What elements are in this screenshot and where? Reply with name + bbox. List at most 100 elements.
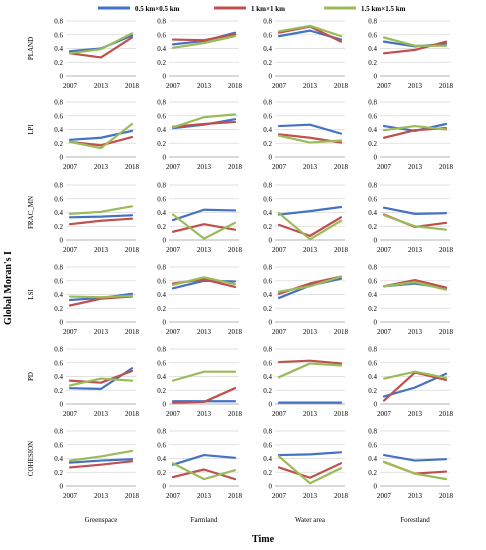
x-tick-label: 2007 bbox=[377, 492, 392, 500]
column-label: Greenspace bbox=[85, 516, 118, 524]
y-tick-label: 0.4 bbox=[263, 455, 272, 463]
series-line bbox=[277, 216, 343, 237]
x-tick-label: 2007 bbox=[272, 410, 287, 418]
y-tick-label: 0.2 bbox=[157, 223, 166, 231]
y-tick-label: 0.4 bbox=[263, 291, 272, 299]
panel-PD-Farmland: 0 0.2 0.4 0.6 0.8 2007 2013 2018 bbox=[157, 346, 242, 419]
y-tick-label: 0.2 bbox=[157, 140, 166, 148]
y-tick-label: 0.6 bbox=[263, 277, 272, 285]
x-tick-label: 2013 bbox=[303, 163, 318, 171]
x-tick-label: 2018 bbox=[439, 492, 454, 500]
x-tick-label: 2013 bbox=[408, 163, 423, 171]
y-tick-label: 0.8 bbox=[157, 428, 166, 436]
x-tick-label: 2013 bbox=[303, 246, 318, 254]
y-tick-label: 0 bbox=[269, 154, 273, 162]
y-tick-label: 0.2 bbox=[54, 387, 63, 395]
x-tick-label: 2007 bbox=[166, 410, 181, 418]
y-tick-label: 0.8 bbox=[263, 346, 272, 354]
y-tick-label: 0.6 bbox=[368, 195, 377, 203]
y-tick-label: 0.4 bbox=[157, 373, 166, 381]
x-tick-label: 2018 bbox=[228, 492, 243, 500]
y-tick-label: 0.6 bbox=[263, 359, 272, 367]
y-tick-label: 0.8 bbox=[54, 346, 63, 354]
panel-LSI-Greenspace: 0 0.2 0.4 0.6 0.8 2007 2013 2018 bbox=[54, 264, 139, 337]
y-tick-label: 0.8 bbox=[368, 346, 377, 354]
x-tick-label: 2007 bbox=[272, 246, 287, 254]
series-line bbox=[68, 449, 134, 462]
y-tick-label: 0.8 bbox=[368, 428, 377, 436]
y-tick-label: 0.2 bbox=[368, 59, 377, 67]
series-line bbox=[277, 359, 343, 365]
y-tick-label: 0.4 bbox=[157, 126, 166, 134]
x-tick-label: 2007 bbox=[272, 492, 287, 500]
y-tick-label: 0 bbox=[374, 483, 378, 491]
x-tick-label: 2013 bbox=[303, 410, 318, 418]
y-tick-label: 0 bbox=[374, 319, 378, 327]
y-tick-label: 0.6 bbox=[157, 277, 166, 285]
x-tick-label: 2013 bbox=[408, 246, 423, 254]
x-tick-label: 2013 bbox=[197, 328, 212, 336]
panel-PD-Forestland: 0 0.2 0.4 0.6 0.8 2007 2013 2018 bbox=[368, 346, 453, 419]
y-tick-label: 0.4 bbox=[157, 291, 166, 299]
series-line bbox=[171, 35, 237, 49]
y-tick-label: 0.8 bbox=[157, 182, 166, 190]
x-axis-title: Time bbox=[252, 534, 275, 545]
y-tick-label: 0.8 bbox=[157, 346, 166, 354]
y-tick-label: 0 bbox=[374, 154, 378, 162]
y-tick-label: 0.4 bbox=[263, 209, 272, 217]
y-tick-label: 0.8 bbox=[157, 18, 166, 26]
y-tick-label: 0.4 bbox=[54, 45, 63, 53]
y-tick-label: 0 bbox=[163, 319, 167, 327]
panel-FRAC_MN-Greenspace: 0 0.2 0.4 0.6 0.8 2007 2013 2018 bbox=[54, 182, 139, 255]
x-tick-label: 2018 bbox=[125, 163, 140, 171]
y-tick-label: 0.2 bbox=[368, 140, 377, 148]
y-tick-label: 0.4 bbox=[54, 209, 63, 217]
x-tick-label: 2013 bbox=[197, 163, 212, 171]
y-tick-label: 0 bbox=[269, 401, 273, 409]
x-tick-label: 2018 bbox=[334, 246, 349, 254]
y-tick-label: 0.2 bbox=[263, 140, 272, 148]
y-tick-label: 0.4 bbox=[263, 373, 272, 381]
y-tick-label: 0.4 bbox=[368, 126, 377, 134]
series-line bbox=[277, 123, 343, 135]
series-line bbox=[277, 362, 343, 379]
x-tick-label: 2013 bbox=[94, 82, 109, 90]
y-tick-label: 0.2 bbox=[368, 387, 377, 395]
x-tick-label: 2013 bbox=[94, 246, 109, 254]
x-tick-label: 2018 bbox=[125, 246, 140, 254]
row-label: FRAC_MN bbox=[27, 196, 35, 229]
panel-FRAC_MN-Farmland: 0 0.2 0.4 0.6 0.8 2007 2013 2018 bbox=[157, 182, 242, 255]
y-tick-label: 0.6 bbox=[54, 112, 63, 120]
panel-COHESION-Greenspace: 0 0.2 0.4 0.6 0.8 2007 2013 2018 bbox=[54, 428, 139, 501]
y-tick-label: 0.2 bbox=[157, 305, 166, 313]
y-tick-label: 0 bbox=[60, 401, 64, 409]
panel-FRAC_MN-Forestland: 0 0.2 0.4 0.6 0.8 2007 2013 2018 bbox=[368, 182, 453, 255]
y-tick-label: 0 bbox=[60, 237, 64, 245]
panel-PLAND-Water area: 0 0.2 0.4 0.6 0.8 2007 2013 2018 bbox=[263, 18, 348, 91]
y-tick-label: 0.8 bbox=[54, 264, 63, 272]
y-tick-label: 0.6 bbox=[263, 441, 272, 449]
row-label: LPI bbox=[27, 124, 35, 135]
y-tick-label: 0.2 bbox=[368, 305, 377, 313]
panel-LSI-Farmland: 0 0.2 0.4 0.6 0.8 2007 2013 2018 bbox=[157, 264, 242, 337]
x-tick-label: 2018 bbox=[334, 410, 349, 418]
panel-PLAND-Greenspace: 0 0.2 0.4 0.6 0.8 2007 2013 2018 bbox=[54, 18, 139, 91]
y-tick-label: 0.6 bbox=[157, 31, 166, 39]
series-line bbox=[171, 120, 237, 128]
y-tick-label: 0.8 bbox=[157, 99, 166, 107]
series-line bbox=[277, 462, 343, 479]
y-tick-label: 0.8 bbox=[54, 99, 63, 107]
x-tick-label: 2013 bbox=[94, 328, 109, 336]
x-tick-label: 2007 bbox=[166, 163, 181, 171]
y-tick-label: 0.6 bbox=[368, 31, 377, 39]
x-tick-label: 2018 bbox=[125, 492, 140, 500]
y-tick-label: 0 bbox=[374, 237, 378, 245]
x-tick-label: 2018 bbox=[228, 82, 243, 90]
panel-LPI-Forestland: 0 0.2 0.4 0.6 0.8 2007 2013 2018 bbox=[368, 99, 453, 172]
y-tick-label: 0.2 bbox=[263, 469, 272, 477]
series-line bbox=[382, 36, 448, 47]
series-line bbox=[171, 468, 237, 481]
x-tick-label: 2013 bbox=[197, 410, 212, 418]
series-line bbox=[171, 32, 237, 42]
